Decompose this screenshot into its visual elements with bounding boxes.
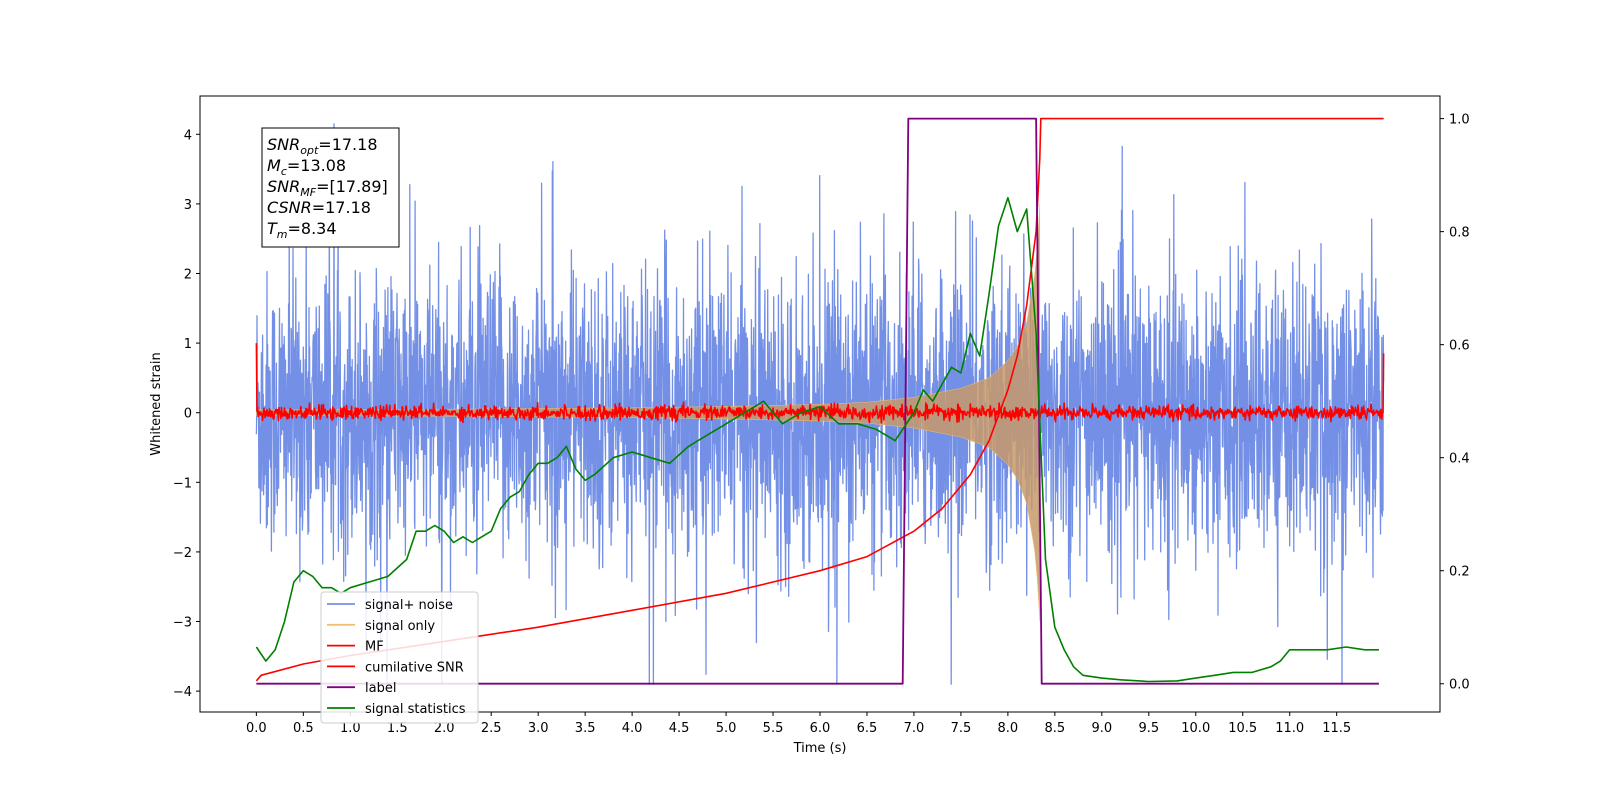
y-tick-label: −1: [173, 476, 192, 491]
axis-ticks: 0.0 0.5 1.0 1.5 2.0 2.5 3.0 3.5 4.0 4.5 5.0 5.5 6.0 6…: [173, 113, 1470, 736]
series-label-line: [256, 117, 1379, 685]
x-tick-label: 8.0: [998, 721, 1019, 736]
x-tick-label: 0.5: [293, 721, 314, 736]
x-tick-label: 1.5: [387, 721, 408, 736]
x-tick-label: 4.0: [622, 721, 643, 736]
x-tick-label: 2.0: [434, 721, 455, 736]
y-tick-label: 0: [184, 407, 192, 422]
y2-tick-label: 0.8: [1449, 226, 1470, 241]
x-tick-label: 6.0: [810, 721, 831, 736]
x-tick-label: 1.0: [340, 721, 361, 736]
x-tick-label: 5.5: [763, 721, 784, 736]
x-tick-label: 2.5: [481, 721, 502, 736]
series-mf-line: [255, 343, 1385, 424]
x-tick-label: 0.0: [246, 721, 267, 736]
y2-tick-label: 0.2: [1449, 565, 1470, 580]
annotation-line: SNRopt=17.18: [267, 135, 378, 157]
x-tick-label: 9.0: [1091, 721, 1112, 736]
legend-entry-label: signal+ noise: [365, 598, 453, 613]
annotation-box-frame: [261, 127, 400, 248]
y-tick-label: 4: [184, 128, 192, 143]
annotation-line: Mc=13.08: [267, 156, 346, 178]
y2-tick-label: 1.0: [1449, 113, 1470, 128]
y-tick-label: −2: [173, 546, 192, 561]
legend-entry-label: cumilative SNR: [365, 660, 464, 675]
series-signal-statistics-line: [255, 196, 1379, 683]
x-tick-label: 5.0: [716, 721, 737, 736]
y-tick-label: 1: [184, 337, 192, 352]
y2-tick-label: 0.0: [1449, 678, 1470, 693]
annotation-line: Tm=8.34: [267, 219, 337, 241]
y-tick-label: 2: [184, 267, 192, 282]
x-tick-label: 7.0: [904, 721, 925, 736]
legend-entry-label: MF: [365, 640, 384, 655]
annotation-line: CSNR=17.18: [267, 198, 371, 217]
annotation-box: SNRopt=17.18Mc=13.08SNRMF=[17.89]CSNR=17…: [261, 127, 400, 248]
x-tick-label: 6.5: [857, 721, 878, 736]
y2-tick-label: 0.6: [1449, 339, 1470, 354]
legend-entry-label: signal only: [365, 619, 435, 634]
y-tick-label: −3: [173, 616, 192, 631]
x-tick-label: 4.5: [669, 721, 690, 736]
annotation-line: SNRMF=[17.89]: [267, 177, 388, 199]
x-tick-label: 7.5: [951, 721, 972, 736]
x-tick-label: 10.0: [1181, 721, 1210, 736]
y-axis-label: Whitened strain: [149, 352, 164, 455]
x-tick-label: 3.5: [575, 721, 596, 736]
legend-entry-label: label: [365, 681, 396, 696]
x-axis-label: Time (s): [793, 741, 847, 756]
x-tick-label: 11.0: [1275, 721, 1304, 736]
y-tick-label: −4: [173, 685, 192, 700]
legend: signal+ noise signal only MF cumilative SNR…: [320, 591, 479, 724]
legend-frame: [320, 591, 479, 724]
x-tick-label: 11.5: [1322, 721, 1351, 736]
y-tick-label: 3: [184, 198, 192, 213]
y2-tick-label: 0.4: [1449, 452, 1470, 467]
x-tick-label: 10.5: [1228, 721, 1257, 736]
legend-entry-label: signal statistics: [365, 702, 466, 717]
x-tick-label: 9.5: [1138, 721, 1159, 736]
x-tick-label: 3.0: [528, 721, 549, 736]
x-tick-label: 8.5: [1045, 721, 1066, 736]
